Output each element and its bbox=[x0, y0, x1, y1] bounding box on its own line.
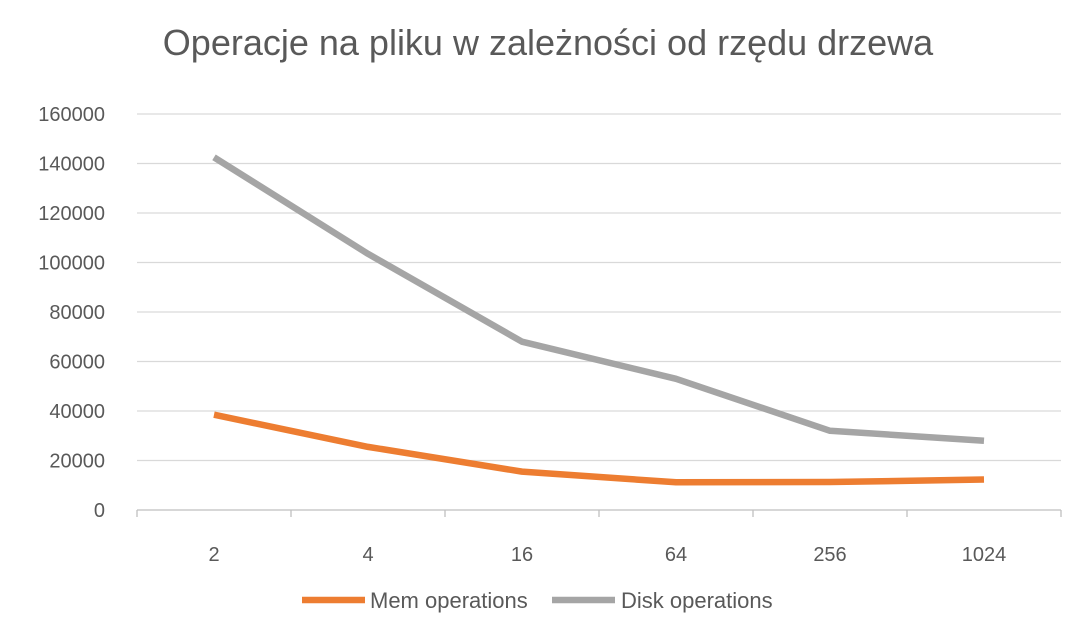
x-tick-label: 256 bbox=[813, 544, 846, 566]
chart-title: Operacje na pliku w zależności od rzędu … bbox=[162, 22, 934, 63]
gridlines bbox=[137, 113, 1061, 462]
y-tick-label: 120000 bbox=[38, 203, 105, 225]
y-tick-label: 140000 bbox=[38, 154, 105, 176]
y-tick-label: 160000 bbox=[38, 104, 105, 126]
x-tick-label: 1024 bbox=[962, 544, 1007, 566]
series-line-disk-operations bbox=[212, 154, 985, 444]
legend-label: Disk operations bbox=[621, 588, 773, 613]
y-tick-label: 100000 bbox=[38, 253, 105, 275]
x-tick-label: 16 bbox=[511, 544, 533, 566]
y-axis-ticks: 0 20000 40000 60000 80000 100000 120000 140000 1… bbox=[38, 104, 105, 522]
y-tick-label: 20000 bbox=[49, 451, 105, 473]
y-tick-label: 0 bbox=[94, 500, 105, 522]
x-tick-label: 2 bbox=[208, 544, 219, 566]
series-line-mem-operations bbox=[213, 411, 985, 486]
y-tick-label: 80000 bbox=[49, 302, 105, 324]
y-tick-label: 60000 bbox=[49, 352, 105, 374]
y-tick-label: 40000 bbox=[49, 401, 105, 423]
legend: Mem operations Disk operations bbox=[302, 588, 773, 613]
series-lines bbox=[212, 154, 985, 486]
x-tick-label: 64 bbox=[665, 544, 687, 566]
legend-label: Mem operations bbox=[370, 588, 528, 613]
x-tick-label: 4 bbox=[362, 544, 373, 566]
x-axis: 2 4 16 64 256 1024 bbox=[136, 509, 1062, 566]
